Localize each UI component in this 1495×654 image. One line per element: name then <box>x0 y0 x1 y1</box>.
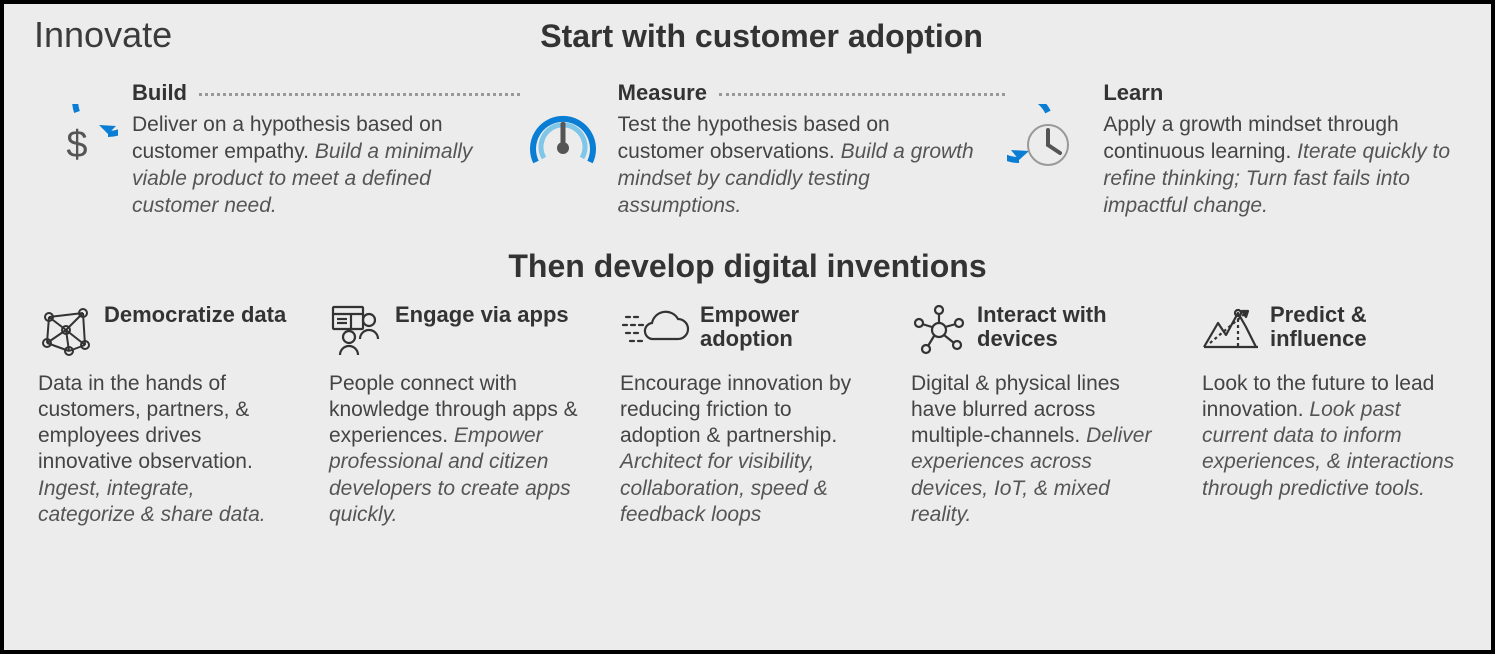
build-measure-learn-row: $ Build Deliver on a hypothesis based on… <box>34 80 1461 220</box>
invention-italic: Ingest, integrate, categorize & share da… <box>38 477 266 526</box>
dot-connector <box>199 93 520 96</box>
dot-connector <box>719 93 1005 96</box>
invention-interact-devices: Interact with devices Digital & physical… <box>911 303 1166 529</box>
invention-italic: Architect for visibility, collaboration,… <box>620 450 828 526</box>
svg-text:$: $ <box>66 124 87 166</box>
invention-body: Data in the hands of customers, partners… <box>38 372 253 474</box>
bml-build-heading: Build <box>132 80 187 106</box>
invention-title: Democratize data <box>104 303 286 327</box>
invention-title: Predict & influence <box>1270 303 1457 351</box>
inventions-row: Democratize data Data in the hands of cu… <box>34 303 1461 529</box>
section1-title: Start with customer adoption <box>62 18 1461 55</box>
invention-title: Interact with devices <box>977 303 1166 351</box>
innovate-frame: Innovate Start with customer adoption $ … <box>0 0 1495 654</box>
invention-democratize-data: Democratize data Data in the hands of cu… <box>38 303 293 529</box>
invention-empower-adoption: Empower adoption Encourage innovation by… <box>620 303 875 529</box>
invention-body: Encourage innovation by reducing frictio… <box>620 372 851 448</box>
gauge-icon <box>520 80 606 220</box>
bml-measure: Measure Test the hypothesis based on cus… <box>520 80 976 220</box>
dollar-cycle-icon: $ <box>34 80 120 220</box>
bml-measure-heading: Measure <box>618 80 707 106</box>
section2-title: Then develop digital inventions <box>34 248 1461 285</box>
bml-learn: Learn Apply a growth mindset through con… <box>1005 80 1461 220</box>
invention-title: Empower adoption <box>700 303 875 351</box>
invention-title: Engage via apps <box>395 303 569 327</box>
network-graph-icon <box>38 303 94 357</box>
bml-measure-text: Measure Test the hypothesis based on cus… <box>618 80 976 220</box>
hub-nodes-icon <box>911 303 967 357</box>
chart-peaks-icon <box>1202 303 1260 353</box>
bml-build-text: Build Deliver on a hypothesis based on c… <box>132 80 490 220</box>
header-row: Innovate Start with customer adoption <box>34 18 1461 56</box>
bml-learn-heading: Learn <box>1103 80 1163 106</box>
clock-cycle-icon <box>1005 80 1091 220</box>
bml-learn-text: Learn Apply a growth mindset through con… <box>1103 80 1461 220</box>
invention-engage-apps: Engage via apps People connect with know… <box>329 303 584 529</box>
cloud-trail-icon <box>620 303 690 353</box>
invention-predict-influence: Predict & influence Look to the future t… <box>1202 303 1457 529</box>
apps-people-icon <box>329 303 385 357</box>
bml-build: $ Build Deliver on a hypothesis based on… <box>34 80 490 220</box>
